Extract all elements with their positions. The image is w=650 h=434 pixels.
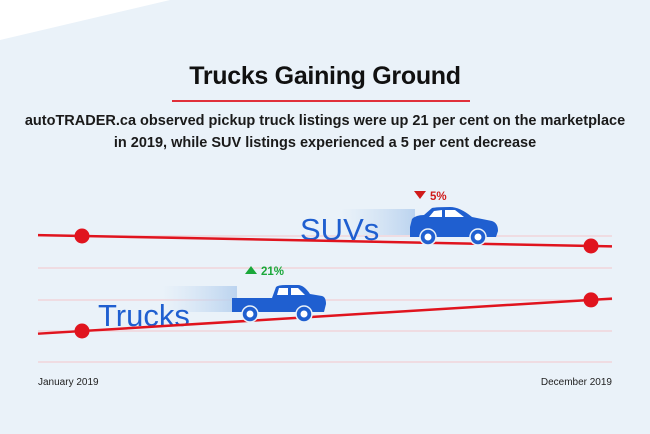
hubcap [474, 233, 482, 241]
x-tick-label: December 2019 [541, 377, 613, 388]
x-tick-label: January 2019 [38, 377, 99, 388]
change-label: 5% [430, 191, 447, 203]
hubcap [424, 233, 432, 241]
hubcap [246, 310, 254, 318]
data-point [583, 292, 599, 308]
subtitle-line: in 2019, while SUV listings experienced … [113, 135, 537, 151]
truck-body [232, 285, 326, 312]
hubcap [300, 310, 308, 318]
change-label: 21% [261, 266, 284, 278]
data-point [583, 238, 599, 254]
subtitle-line: autoTRADER.ca observed pickup truck list… [24, 113, 626, 129]
data-point [74, 228, 90, 244]
suv-windows [429, 210, 464, 217]
data-point [74, 323, 90, 339]
triangle-up-icon [245, 266, 257, 274]
suv-icon [410, 207, 498, 246]
title-underline [172, 100, 470, 102]
chart-title: Trucks Gaining Ground [189, 62, 461, 90]
chart-subtitle: autoTRADER.ca observed pickup truck list… [0, 110, 650, 154]
speed-trail [162, 286, 237, 312]
triangle-down-icon [414, 191, 426, 199]
series-line [37, 233, 613, 248]
speed-trail [340, 209, 415, 235]
pickup-truck-icon [232, 285, 326, 323]
truck-windows [277, 288, 305, 295]
series-line [37, 297, 613, 335]
